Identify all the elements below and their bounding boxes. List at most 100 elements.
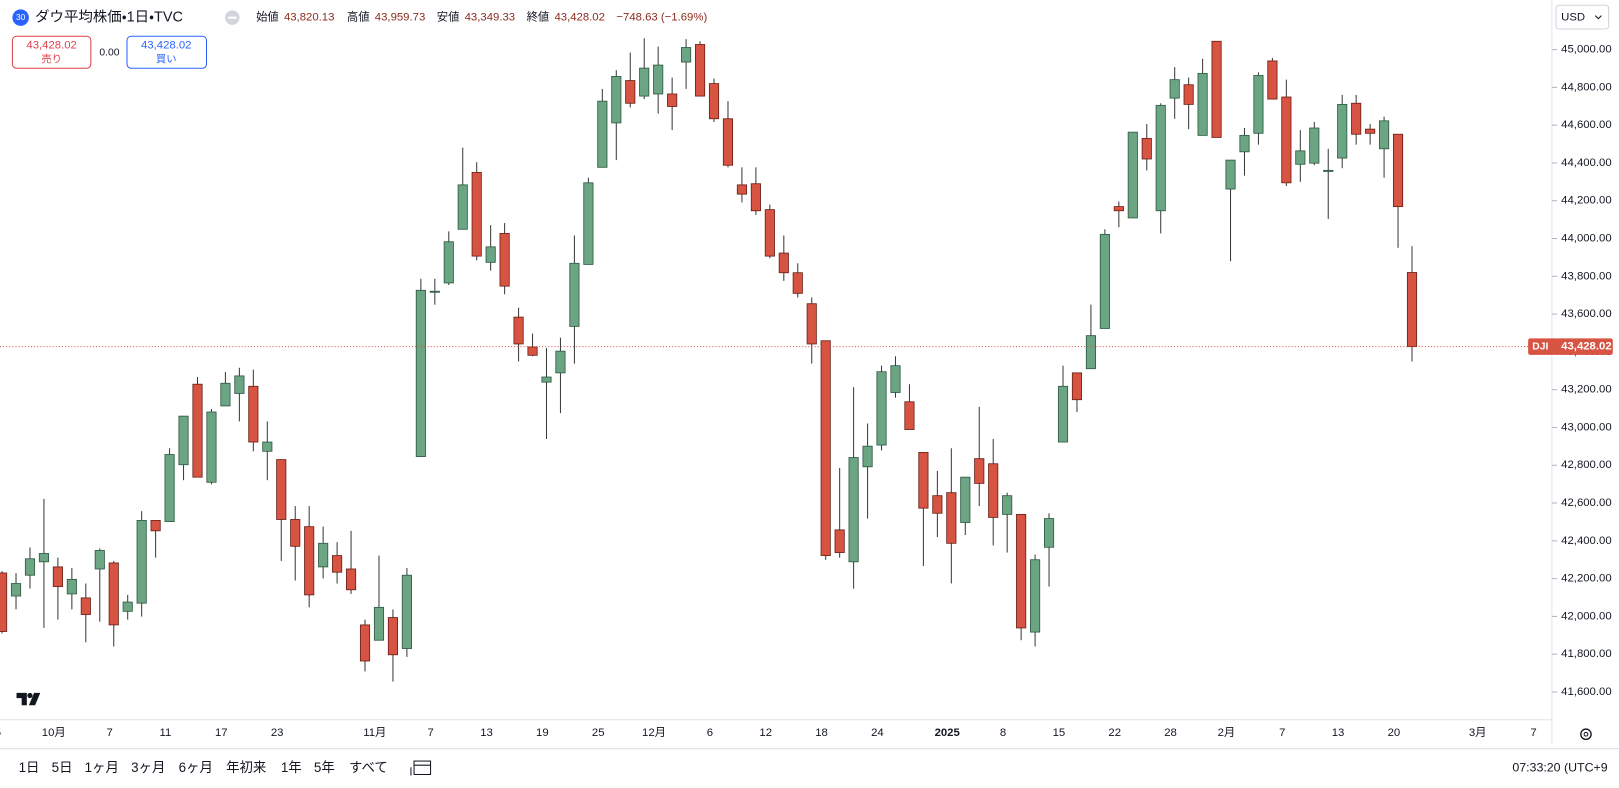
ohlc-label: 始値 [256,10,279,24]
candle-body [1127,131,1138,219]
x-tick-label: 18 [815,727,828,739]
candle-body [443,241,454,284]
candle-body [1002,495,1013,515]
candle-body [1043,518,1055,548]
candle-body [1323,169,1334,172]
candle-body [373,606,385,641]
ohlc-value: 43,820.13 [284,12,334,24]
candle-body [164,454,175,522]
x-tick-label: 24 [871,727,884,739]
ohlc-label: 高値 [347,11,370,24]
range-button[interactable]: 1年 [281,760,302,775]
range-button[interactable]: 6ヶ月 [179,760,213,775]
y-tick-label: 44,000.00 [1561,233,1611,245]
symbol-badge-text: 30 [16,13,26,22]
candle-body [569,262,580,327]
candle-body [988,463,999,518]
candle-body [1337,103,1348,159]
candle-body [66,578,77,595]
candle-body [276,459,287,520]
buy-button[interactable] [126,35,208,69]
x-tick-label: 7 [1530,727,1536,739]
y-tick-label: 43,200.00 [1561,384,1611,396]
y-tick-label: 43,600.00 [1561,308,1611,320]
range-button[interactable]: すべて [349,760,388,775]
settings-button[interactable] [1580,728,1592,741]
logo [16,692,41,706]
x-tick-label: 13 [480,727,493,739]
candle-body [192,383,203,478]
candle-body [1197,72,1208,136]
candle-body [52,566,63,587]
candle-body [1141,137,1152,160]
candle-body [136,520,147,604]
y-tick-label: 42,600.00 [1561,497,1611,509]
symbol-title: ダウ平均株価・1日・TVC [35,8,183,25]
y-tick-label: 42,200.00 [1561,573,1611,585]
ohlc-label: 終値 [527,10,550,24]
y-tick-label: 45,000.00 [1561,44,1611,56]
x-tick-label: 12月 [642,727,666,739]
y-tick-label: 41,600.00 [1561,686,1611,698]
candle-body [1392,133,1404,208]
x-tick-label: 28 [1164,727,1177,739]
candle-body [736,184,747,195]
candle-body [220,382,231,407]
y-tick-label: 44,600.00 [1561,119,1611,131]
candle-body [876,371,887,446]
range-button[interactable]: 5日 [52,760,73,775]
candle-body [1225,159,1236,190]
candle-body [485,246,496,263]
chevron-icon [1594,15,1602,20]
range-button[interactable]: 1ヶ月 [85,760,119,775]
candle-body [611,76,622,124]
date-range-button[interactable] [413,760,432,776]
range-button[interactable]: 1日 [19,760,40,775]
candle-body [1239,134,1250,153]
candle-body [1281,96,1292,184]
x-tick-label: 15 [1053,727,1066,739]
candle-body [108,562,119,626]
x-tick-label: 22 [1108,727,1121,739]
ohlc-value: 43,959.73 [375,12,425,24]
buy-label: 買い [156,54,177,66]
x-tick-label: 10月 [42,727,66,739]
ohlc-value: 43,349.33 [465,12,515,24]
sell-price: 43,428.02 [26,40,76,52]
candle-body [946,492,957,544]
candle-body [541,376,552,383]
last-price-label: 43,428.02 [1561,341,1611,353]
change: −748.63 (−1.69%) [616,12,707,24]
candle-body [234,375,245,394]
candle-body [1169,79,1180,99]
candle-body [1406,272,1418,348]
sell-button[interactable] [11,35,92,69]
x-tick-label: 7 [1279,727,1285,739]
candle-body [625,80,636,104]
range-button[interactable]: 3ヶ月 [131,760,165,775]
range-button[interactable]: 年初来 [226,760,266,775]
candle-body [1113,206,1124,212]
candle-body [1309,127,1320,164]
candle-body [248,385,259,443]
candle-body [792,272,803,294]
candle-body [1295,150,1306,165]
candle-body [499,233,510,287]
currency-button[interactable] [1555,4,1610,30]
candle-body [681,47,692,63]
candle-body [1099,233,1110,329]
candle-body [290,519,301,547]
candle-body [206,411,217,483]
x-tick-label: 2月 [1218,727,1236,739]
x-tick-label: 17 [215,727,228,739]
range-button[interactable]: 5年 [314,760,335,775]
y-tick-label: 44,200.00 [1561,195,1611,207]
sell-label: 売り [41,53,62,66]
x-tick-label: 23 [271,727,284,739]
candle-body [80,597,91,615]
candle-body [834,529,845,553]
x-tick-label: 12 [759,727,772,739]
candle-body [304,526,315,596]
x-tick-label: 11 [160,727,172,739]
